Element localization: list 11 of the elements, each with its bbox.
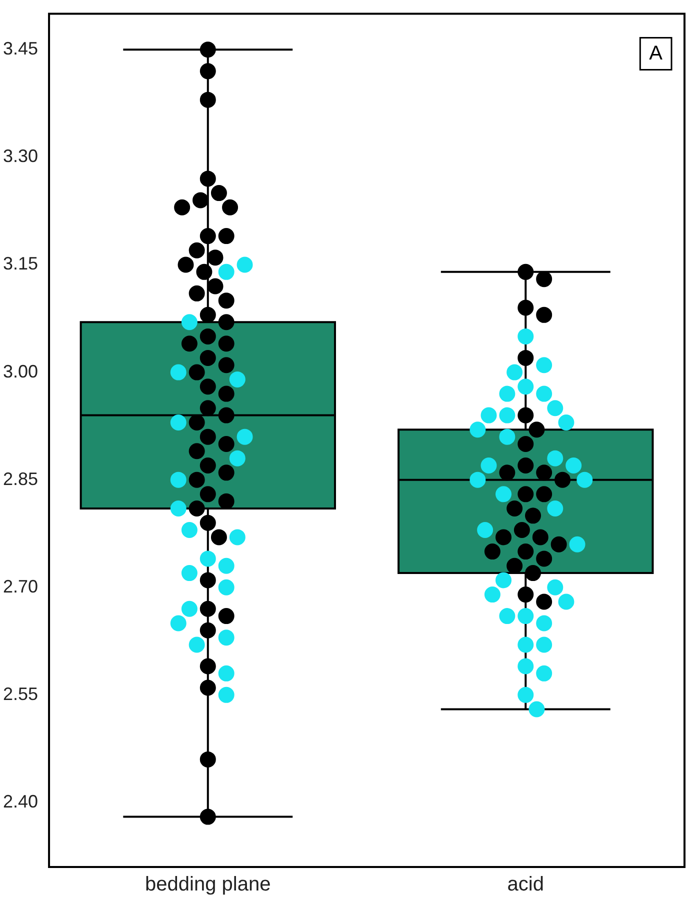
x-tick-label: acid xyxy=(507,874,544,896)
y-tick-label: 2.40 xyxy=(2,791,38,812)
y-tick-label: 3.00 xyxy=(2,361,38,382)
y-tick-label: 3.30 xyxy=(2,146,38,166)
y-tick-label: 2.85 xyxy=(2,468,38,489)
y-tick-label: 2.55 xyxy=(2,684,38,704)
y-tick-label: 3.45 xyxy=(2,38,38,59)
y-tick-label: 2.70 xyxy=(2,576,38,596)
annotation: A xyxy=(649,42,664,64)
x-tick-label: bedding plane xyxy=(145,874,271,896)
y-tick-label: 3.15 xyxy=(2,254,38,274)
